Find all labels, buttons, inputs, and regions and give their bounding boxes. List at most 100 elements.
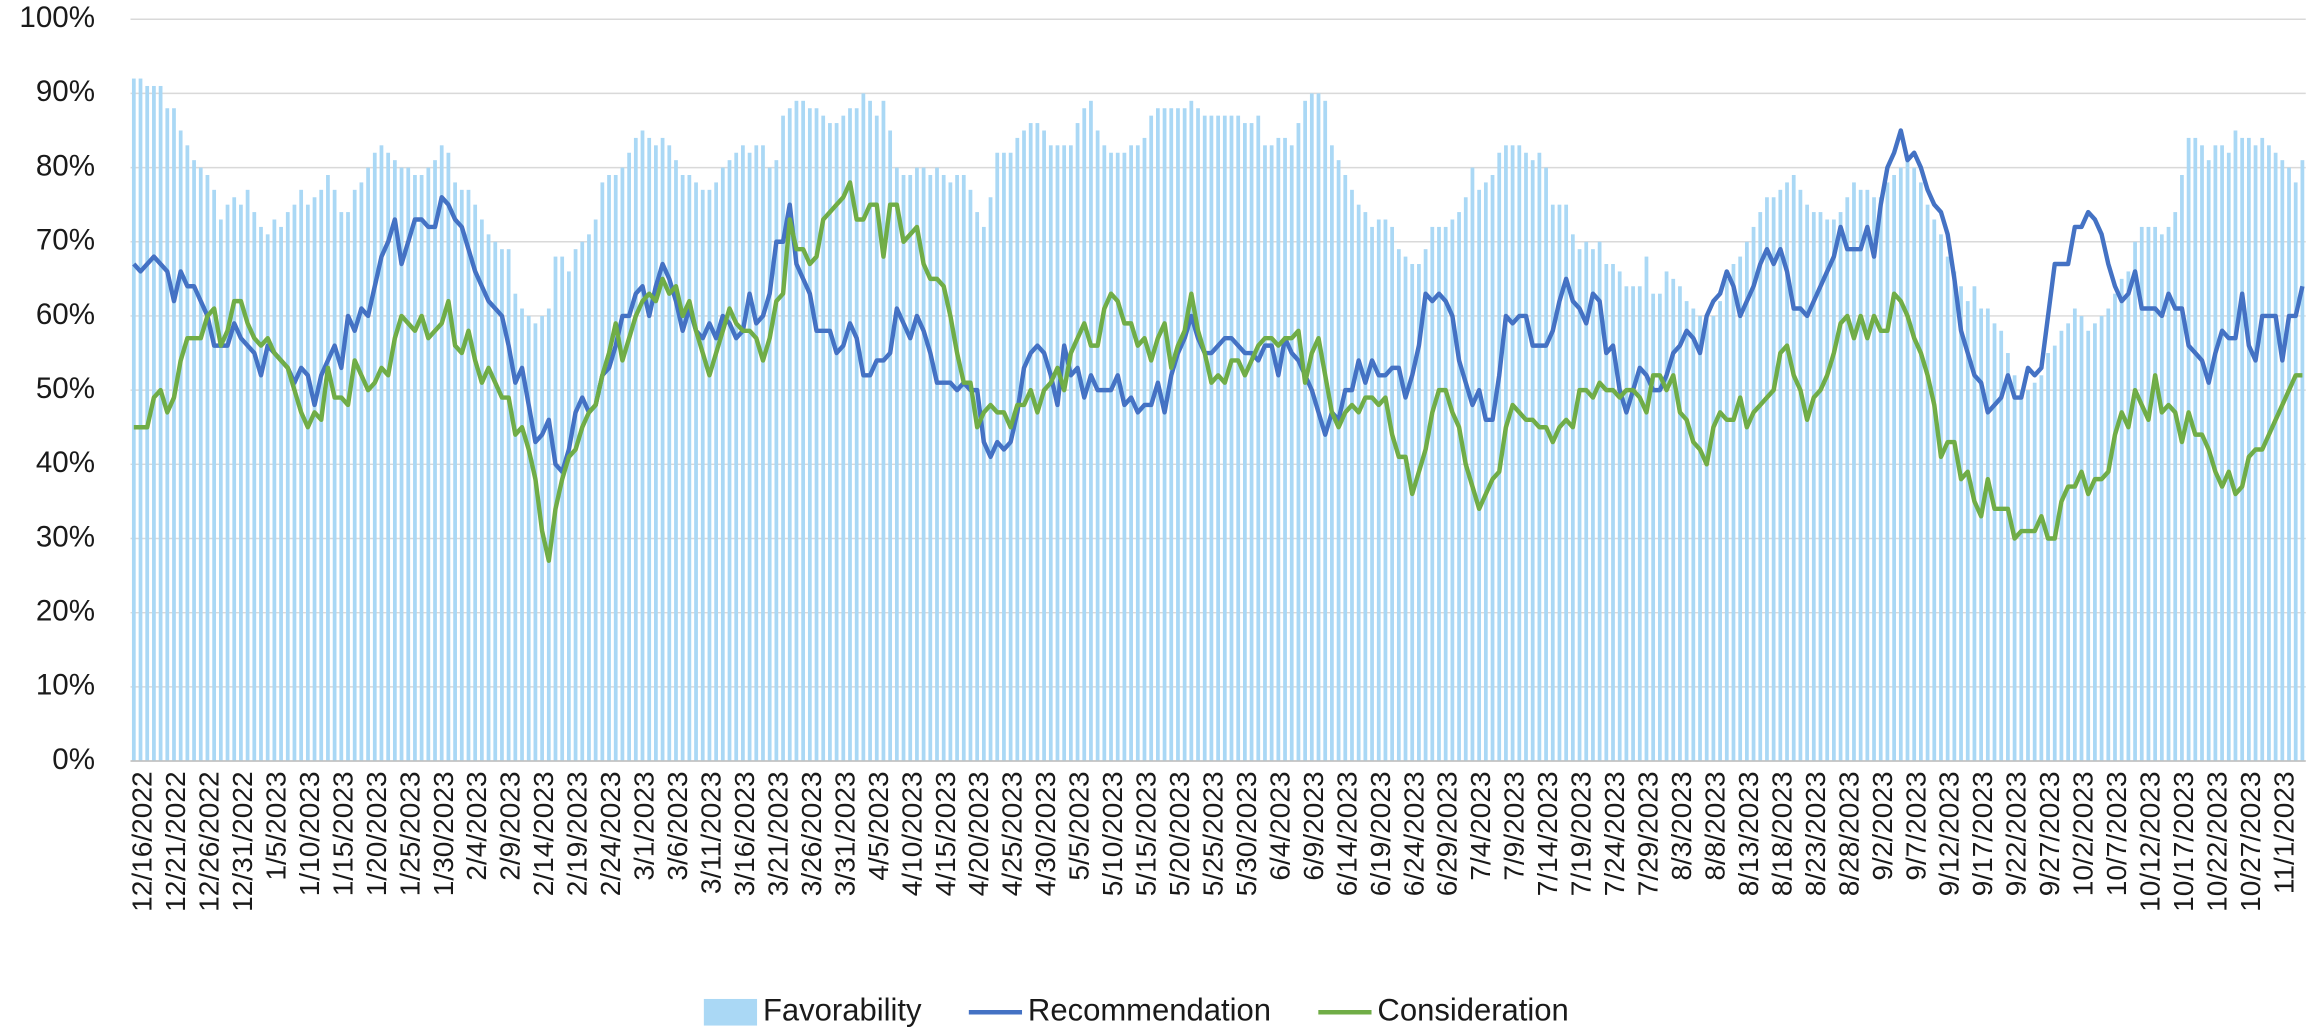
y-tick-label: 10% <box>36 669 95 702</box>
x-tick-label: 8/23/2023 <box>1800 771 1831 896</box>
bar <box>1363 212 1368 762</box>
bar <box>995 152 1000 762</box>
bar <box>1691 308 1696 762</box>
bar <box>506 249 511 762</box>
x-tick-label: 6/19/2023 <box>1365 771 1396 896</box>
bar <box>1068 145 1073 762</box>
bar <box>520 308 524 762</box>
bar <box>580 241 585 762</box>
bar <box>493 241 498 762</box>
bar <box>848 108 852 762</box>
y-tick-label: 40% <box>36 446 95 479</box>
y-tick-label: 100% <box>19 1 95 34</box>
bar <box>212 189 217 762</box>
bar <box>1945 256 1950 762</box>
bar <box>1236 115 1241 762</box>
bar <box>1296 123 1301 762</box>
bar <box>2293 182 2298 762</box>
bar <box>2287 167 2291 762</box>
bar <box>787 108 792 762</box>
x-tick-label: 4/10/2023 <box>896 771 927 896</box>
x-tick-label: 6/14/2023 <box>1331 771 1362 896</box>
bar <box>908 174 913 762</box>
bar <box>828 123 832 762</box>
bar <box>1169 108 1174 762</box>
x-tick-label: 5/20/2023 <box>1164 771 1195 896</box>
bar <box>2012 375 2017 762</box>
bar <box>1744 241 1749 762</box>
bar <box>961 174 966 762</box>
bar <box>2153 226 2158 762</box>
bar <box>874 115 879 762</box>
bar <box>1651 293 1656 762</box>
bar <box>1992 323 1997 762</box>
bar <box>185 145 190 762</box>
bar <box>2166 226 2171 762</box>
legend-label: Favorability <box>763 992 922 1027</box>
bar <box>1263 145 1267 762</box>
bar <box>1771 197 1776 762</box>
bar <box>1048 145 1053 762</box>
bar <box>1544 167 1548 762</box>
bar <box>138 78 143 762</box>
bar <box>1430 226 1435 762</box>
bar <box>694 182 698 762</box>
bar <box>1483 182 1488 762</box>
bar <box>1979 308 1984 762</box>
bar <box>1249 123 1254 762</box>
y-tick-label: 70% <box>36 224 95 257</box>
bar <box>1611 264 1615 762</box>
x-tick-label: 5/25/2023 <box>1197 771 1228 896</box>
bar <box>359 182 364 762</box>
bar <box>152 85 156 762</box>
bar <box>1698 315 1702 762</box>
bar <box>1858 189 1863 762</box>
bar <box>1410 264 1415 762</box>
bar <box>406 167 411 762</box>
bar <box>921 167 926 762</box>
bar <box>1396 249 1401 762</box>
bar <box>1898 167 1903 762</box>
bar <box>1591 249 1595 762</box>
x-tick-label: 7/19/2023 <box>1566 771 1597 896</box>
bar <box>767 167 772 762</box>
bar <box>392 160 397 762</box>
bar <box>1671 278 1676 762</box>
bar <box>1256 115 1261 762</box>
bar <box>720 167 725 762</box>
bar <box>413 174 417 762</box>
bar <box>453 182 457 762</box>
bar <box>747 152 752 762</box>
x-tick-label: 10/17/2023 <box>2168 771 2199 911</box>
x-tick-label: 7/24/2023 <box>1599 771 1630 896</box>
bar <box>2059 330 2064 762</box>
bar <box>881 100 886 762</box>
bar <box>1517 145 1522 762</box>
bar <box>1176 108 1180 762</box>
bar <box>1557 204 1562 762</box>
bar <box>1985 308 1990 762</box>
bar <box>573 249 578 762</box>
x-tick-label: 3/26/2023 <box>796 771 827 896</box>
bar <box>500 249 504 762</box>
bar <box>1196 108 1200 762</box>
bar <box>2032 382 2037 762</box>
bar <box>1122 152 1127 762</box>
bar <box>660 137 665 762</box>
bar <box>192 160 196 762</box>
bar <box>2039 375 2044 762</box>
bar <box>1356 204 1361 762</box>
bar <box>466 189 471 762</box>
bar <box>1664 271 1669 762</box>
bar <box>627 152 631 762</box>
x-tick-label: 1/5/2023 <box>260 771 291 880</box>
bar <box>326 174 330 762</box>
bar <box>1182 108 1187 762</box>
bar <box>372 152 377 762</box>
bar <box>2226 152 2231 762</box>
x-tick-label: 10/7/2023 <box>2101 771 2132 896</box>
bar <box>1309 93 1314 762</box>
x-tick-label: 8/18/2023 <box>1766 771 1797 896</box>
x-tick-label: 4/25/2023 <box>997 771 1028 896</box>
